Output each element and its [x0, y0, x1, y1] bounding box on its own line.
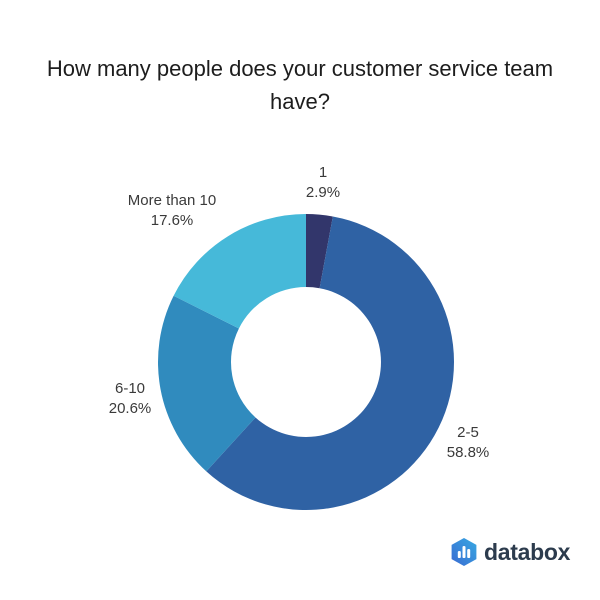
- databox-logo: databox: [451, 538, 570, 566]
- slice-label-6-10-percent: 20.6%: [108, 400, 152, 417]
- slice-label-more-than-10: More than 10 17.6%: [128, 191, 216, 231]
- donut-slice-1: [306, 214, 333, 289]
- chart-title-line-2: have?: [270, 89, 330, 114]
- slice-label-1-percent: 2.9%: [305, 184, 341, 201]
- slice-label-1: 1 2.9%: [306, 163, 340, 203]
- slice-label-2-5: 2-5 58.8%: [447, 423, 490, 463]
- databox-logo-text: databox: [484, 538, 571, 565]
- donut-slice-more-than-10: [173, 214, 306, 329]
- slice-label-more-than-10-category: More than 10: [127, 192, 217, 209]
- slice-label-more-than-10-percent: 17.6%: [150, 212, 194, 229]
- slice-label-6-10: 6-10 20.6%: [109, 379, 152, 419]
- donut-slice-2-5: [206, 216, 455, 511]
- chart-title: How many people does your customer servi…: [0, 52, 600, 118]
- databox-hexagon-bars-icon: [451, 538, 477, 566]
- slice-label-2-5-category: 2-5: [457, 424, 479, 441]
- chart-title-line-1: How many people does your customer servi…: [46, 56, 554, 81]
- donut-slice-6-10: [158, 295, 256, 472]
- slice-label-1-category: 1: [318, 164, 328, 181]
- slice-label-2-5-percent: 58.8%: [446, 444, 490, 461]
- slice-label-6-10-category: 6-10: [114, 380, 146, 397]
